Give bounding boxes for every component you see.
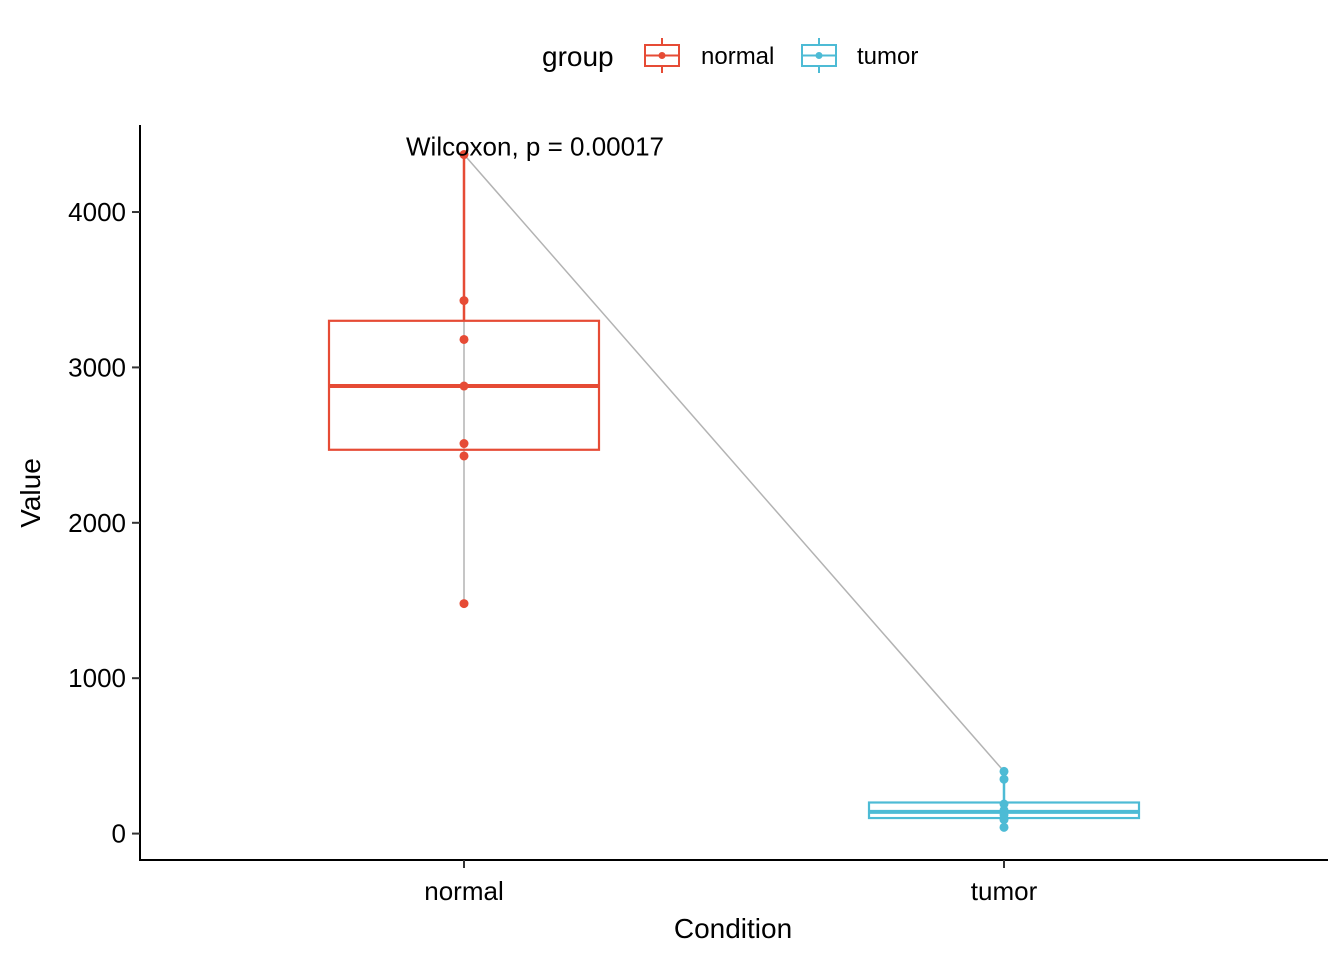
data-point-normal-6 bbox=[459, 599, 469, 609]
legend: group normal tumor bbox=[542, 38, 918, 73]
axes: 0 1000 2000 3000 4000 normal tumor bbox=[68, 125, 1328, 906]
data-point-normal-2 bbox=[459, 334, 469, 344]
data-point-normal-3 bbox=[459, 381, 469, 391]
data-point-tumor-5 bbox=[999, 815, 1009, 825]
legend-key-tumor bbox=[801, 38, 837, 73]
data-point-normal-5 bbox=[459, 451, 469, 461]
connector-layer bbox=[463, 154, 1005, 828]
y-tick-label-2000: 2000 bbox=[68, 508, 126, 538]
data-point-normal-1 bbox=[459, 296, 469, 306]
stat-annotation: Wilcoxon, p = 0.00017 bbox=[406, 132, 664, 162]
data-point-normal-4 bbox=[459, 439, 469, 449]
legend-label-normal: normal bbox=[701, 43, 774, 70]
x-ticks: normal tumor bbox=[424, 860, 1038, 906]
y-axis-title: Value bbox=[15, 458, 46, 528]
x-tick-label-tumor: tumor bbox=[971, 876, 1038, 906]
y-tick-label-3000: 3000 bbox=[68, 352, 126, 382]
y-tick-label-0: 0 bbox=[112, 819, 126, 849]
data-point-tumor-0 bbox=[999, 766, 1009, 776]
x-tick-label-normal: normal bbox=[424, 876, 503, 906]
y-tick-label-4000: 4000 bbox=[68, 197, 126, 227]
paired-connector-line bbox=[463, 154, 1005, 772]
legend-title: group bbox=[542, 41, 614, 72]
legend-key-normal bbox=[644, 38, 680, 73]
data-point-tumor-2 bbox=[999, 799, 1009, 809]
data-point-normal-0 bbox=[459, 150, 469, 160]
legend-label-tumor: tumor bbox=[857, 43, 918, 70]
legend-key-point bbox=[658, 52, 666, 59]
data-point-tumor-6 bbox=[999, 822, 1009, 832]
annotation-layer: Wilcoxon, p = 0.00017 bbox=[406, 132, 664, 162]
box-layer bbox=[327, 154, 1141, 820]
x-axis-title: Condition bbox=[674, 913, 792, 944]
legend-key-point bbox=[815, 52, 823, 59]
data-point-tumor-1 bbox=[999, 774, 1009, 784]
y-ticks: 0 1000 2000 3000 4000 bbox=[68, 197, 140, 849]
point-layer bbox=[459, 150, 1009, 832]
y-tick-label-1000: 1000 bbox=[68, 663, 126, 693]
